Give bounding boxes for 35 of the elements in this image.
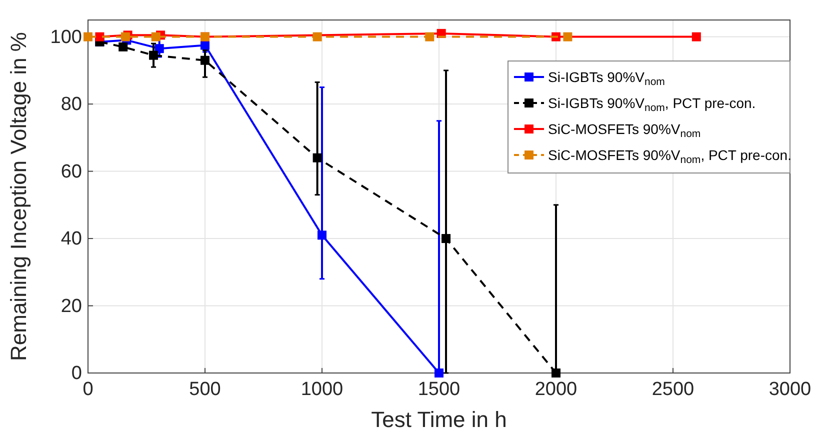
y-tick-label: 80 [60,94,82,116]
point [434,368,444,378]
point [312,32,322,42]
x-tick-label: 1500 [418,379,460,400]
legend-label: SiC-MOSFETs 90%V$_{nom}$ [548,121,701,140]
point [151,32,160,42]
point [154,44,164,54]
point [692,32,701,42]
x-tick-label: 1000 [300,379,344,400]
point [312,153,322,162]
point [552,368,560,378]
point [149,50,158,60]
y-tick-label: 0 [71,363,82,384]
x-tick-label: 500 [189,379,221,400]
point [563,32,572,42]
point [118,42,128,52]
x-axis-title: Test Time in h [371,407,507,432]
point [318,230,326,240]
point [120,32,130,42]
y-tick-label: 20 [60,296,82,317]
legend-label: Si-IGBTs 90%V$_{nom}$, PCT pre-con. [548,95,756,114]
y-tick-label: 40 [60,228,82,250]
y-tick-label: 100 [50,26,82,48]
point [425,32,434,42]
x-tick-label: 3000 [768,379,812,400]
y-axis-title: Remaining Inception Voltage in % [6,32,31,361]
x-tick-label: 2000 [534,379,578,400]
legend-label: Si-IGBTs 90%V$_{nom}$ [548,69,666,88]
point [200,56,210,65]
point [84,32,92,42]
legend-label: SiC-MOSFETs 90%V$_{nom}$, PCT pre-con. [548,147,792,166]
x-tick-label: 2500 [652,379,694,400]
point [442,234,451,244]
point [95,32,104,42]
y-tick-label: 60 [60,161,82,182]
